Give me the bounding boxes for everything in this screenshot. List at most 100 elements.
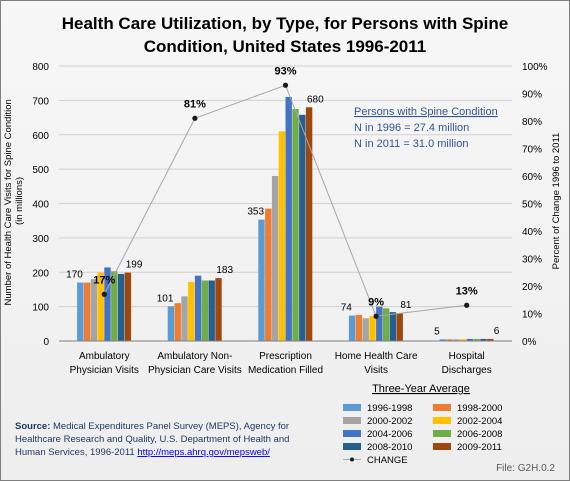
bar	[382, 308, 390, 341]
change-label: 93%	[274, 65, 296, 77]
y-tick-label: 100	[32, 303, 49, 314]
category-label: Home Health Care	[335, 351, 418, 362]
legend-label: 2009-2011	[457, 442, 502, 453]
change-line: 17% 81% 93% 9% 13%	[93, 65, 478, 319]
change-label: 81%	[184, 98, 206, 110]
bar	[104, 267, 111, 341]
annotation-line1: N in 1996 = 27.4 million	[354, 122, 469, 134]
bar	[389, 312, 397, 341]
bar	[299, 114, 306, 341]
annotation-heading: Persons with Spine Condition	[354, 106, 498, 118]
bars	[77, 96, 494, 341]
file-id: File: G2H.0.2	[496, 463, 555, 474]
bar	[305, 107, 313, 341]
bar-label-first: 5	[434, 326, 440, 337]
bar	[188, 281, 195, 341]
y2-tick-label: 20%	[522, 282, 542, 293]
category-label: Discharges	[442, 365, 492, 376]
legend-label: CHANGE	[367, 455, 408, 466]
legend-label: 2008-2010	[367, 442, 412, 453]
annotation-box: Persons with Spine Condition N in 1996 =…	[354, 106, 498, 150]
y2-tick-label: 40%	[522, 227, 542, 238]
bar	[90, 279, 98, 341]
change-point	[282, 82, 289, 88]
legend-label: 2000-2002	[367, 416, 412, 427]
category-label: Hospital	[449, 351, 485, 362]
y2-axis-label: Percent of Change 1996 to 2011	[551, 133, 562, 270]
legend-swatch	[343, 443, 361, 450]
y-axis-label-line2: (in millions)	[14, 177, 25, 225]
change-label: 17%	[93, 274, 115, 286]
y2-tick-label: 60%	[522, 172, 542, 183]
legend-swatch	[433, 430, 451, 437]
bar	[369, 316, 376, 341]
legend-swatch	[433, 443, 451, 450]
y2-tick-label: 30%	[522, 255, 542, 266]
source-link[interactable]: http://meps.ahrq.gov/mepsweb/	[137, 447, 270, 458]
bar	[215, 278, 222, 341]
y2-tick-label: 80%	[522, 117, 542, 128]
bar-label-first: 74	[341, 303, 353, 314]
legend-swatch	[433, 417, 451, 424]
bar-label-last: 6	[494, 326, 500, 337]
bar	[439, 339, 446, 341]
y-tick-label: 500	[32, 165, 49, 176]
bar	[459, 339, 467, 341]
bar-value-labels: 170 199 101 183 353 680 74 81 5 6	[66, 94, 500, 337]
bar	[117, 273, 125, 341]
change-point	[373, 313, 379, 319]
y2-tick-label: 70%	[522, 145, 542, 156]
bar	[453, 339, 460, 341]
y-tick-label: 0	[43, 337, 49, 348]
bar	[83, 282, 91, 341]
legend-swatch	[433, 404, 451, 411]
category-label: Visits	[364, 365, 388, 376]
y2-axis-ticks: 0% 10% 20% 30% 40% 50% 60% 70% 80% 90% 100%	[522, 62, 548, 348]
bar	[97, 272, 104, 341]
source-line1: Source: Medical Expenditures Panel Surve…	[15, 421, 289, 432]
bar	[466, 338, 474, 341]
change-point	[101, 291, 107, 297]
legend: 1996-1998 1998-2000 2000-2002 2002-2004 2004…	[343, 403, 502, 466]
bar	[292, 108, 299, 341]
bar	[396, 313, 403, 341]
legend-marker	[350, 457, 354, 462]
source-text1: Medical Expenditures Panel Survey (MEPS)…	[50, 421, 289, 432]
bar	[278, 131, 286, 341]
bar-label-first: 170	[66, 270, 83, 281]
bar	[446, 339, 453, 341]
category-label: Physician Visits	[70, 365, 139, 376]
y2-tick-label: 90%	[522, 90, 542, 101]
y-axis-ticks: 0 100 200 300 400 500 600 700 800	[32, 62, 49, 348]
bar	[271, 176, 279, 341]
y2-tick-label: 0%	[522, 337, 537, 348]
chart-title-line1: Health Care Utilization, by Type, for Pe…	[62, 14, 508, 33]
bar-label-last: 81	[400, 300, 412, 311]
y-tick-label: 300	[32, 234, 49, 245]
bar	[487, 338, 494, 341]
bar	[194, 275, 202, 341]
annotation-line2: N in 2011 = 31.0 million	[354, 138, 468, 150]
chart-title-line2: Condition, United States 1996-2011	[144, 37, 426, 56]
bar	[265, 208, 272, 341]
category-label: Prescription	[259, 351, 312, 362]
y2-tick-label: 10%	[522, 310, 542, 321]
change-point	[192, 115, 198, 121]
source-line2: Healthcare Research and Quality, U.S. De…	[15, 434, 289, 445]
source-line3: Human Services, 1996-2011 http://meps.ah…	[15, 447, 270, 458]
bar	[258, 219, 265, 341]
legend-title: Three-Year Average	[372, 383, 470, 395]
change-label: 9%	[368, 296, 384, 308]
bar	[376, 306, 383, 341]
bar	[285, 96, 292, 341]
bar	[473, 338, 480, 341]
category-label: Medication Filled	[248, 365, 323, 376]
category-label: Ambulatory Non-	[157, 351, 232, 362]
y-axis-label-line1: Number of Health Care Visits for Spine C…	[3, 99, 14, 305]
bar	[124, 272, 132, 341]
y-tick-label: 400	[32, 200, 49, 211]
bar-label-last: 680	[307, 94, 324, 105]
category-labels: Ambulatory Physician Visits Ambulatory Non…	[70, 351, 492, 376]
source-label: Source:	[15, 421, 50, 432]
